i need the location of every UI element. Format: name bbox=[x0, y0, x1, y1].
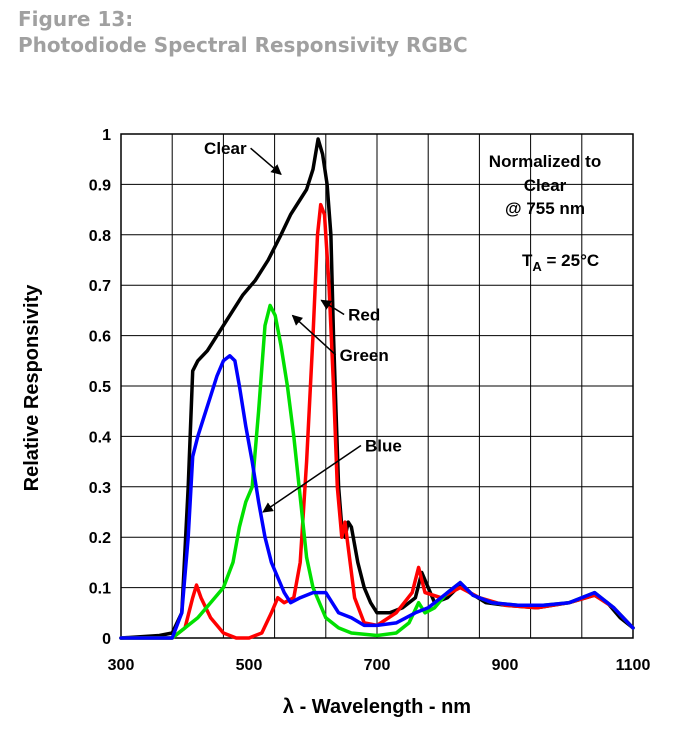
y-tick-label: 0.5 bbox=[89, 379, 111, 396]
series-arrow-red bbox=[320, 299, 345, 316]
series-label-clear: Clear bbox=[204, 139, 247, 158]
annotations: Normalized to Clear @ 755 nm TA = 25°C C… bbox=[204, 139, 601, 513]
temperature-t: T bbox=[522, 251, 533, 270]
figure-heading: Figure 13: Photodiode Spectral Responsiv… bbox=[18, 6, 468, 58]
series-arrow-clear bbox=[250, 147, 282, 176]
x-tick-label: 1100 bbox=[616, 657, 651, 674]
series-group bbox=[119, 137, 635, 640]
grid bbox=[120, 133, 634, 639]
y-axis-title: Relative Responsivity bbox=[21, 284, 43, 492]
normalized-line-3: @ 755 nm bbox=[505, 199, 585, 218]
tick-labels: 0 0.1 0.2 0.3 0.4 0.5 0.6 0.7 0.8 0.9 1 300 500 700 90… bbox=[89, 127, 651, 674]
series-line-red bbox=[119, 202, 635, 640]
temperature-subscript: A bbox=[532, 259, 542, 274]
series-label-blue: Blue bbox=[365, 437, 402, 456]
y-tick-label: 0 bbox=[102, 631, 111, 648]
series-arrow-green bbox=[291, 314, 337, 356]
series-line-blue bbox=[119, 354, 635, 640]
normalized-line-1: Normalized to bbox=[489, 152, 601, 171]
y-tick-label: 0.3 bbox=[89, 480, 111, 497]
y-tick-label: 0.9 bbox=[89, 177, 111, 194]
x-tick-label: 500 bbox=[236, 657, 263, 674]
normalized-line-2: Clear bbox=[524, 176, 567, 195]
series-label-red: Red bbox=[348, 305, 380, 324]
figure-caption: Photodiode Spectral Responsivity RGBC bbox=[18, 33, 468, 57]
y-tick-label: 0.7 bbox=[89, 278, 111, 295]
y-tick-label: 0.1 bbox=[89, 581, 111, 598]
x-tick-label: 300 bbox=[108, 657, 135, 674]
figure-number: Figure 13: bbox=[18, 7, 134, 31]
x-axis-title: λ - Wavelength - nm bbox=[283, 696, 471, 718]
temperature-value: = 25°C bbox=[542, 251, 599, 270]
temperature-label: TA = 25°C bbox=[522, 251, 599, 274]
plot-frame bbox=[120, 133, 634, 639]
y-tick-label: 0.2 bbox=[89, 530, 111, 547]
series-label-green: Green bbox=[340, 346, 389, 365]
x-tick-label: 700 bbox=[364, 657, 391, 674]
y-tick-label: 0.6 bbox=[89, 329, 111, 346]
y-tick-label: 0.4 bbox=[89, 429, 111, 446]
y-tick-label: 1 bbox=[102, 127, 111, 144]
y-tick-label: 0.8 bbox=[89, 228, 111, 245]
series-arrow-blue bbox=[262, 444, 362, 513]
x-tick-label: 900 bbox=[492, 657, 519, 674]
